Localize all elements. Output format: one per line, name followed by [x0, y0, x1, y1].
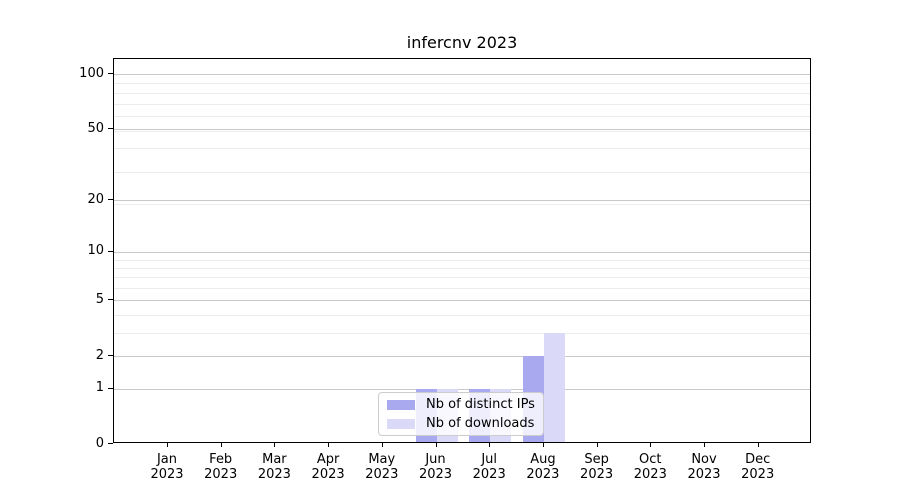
- minor-gridline: [114, 277, 810, 279]
- y-tick-label: 100: [79, 65, 104, 81]
- major-gridline: [114, 356, 810, 357]
- x-tick-year: 2023: [418, 467, 453, 482]
- legend-label-distinct-ips: Nb of distinct IPs: [426, 397, 535, 412]
- x-tick-mark: [220, 443, 222, 447]
- x-tick-month: Mar: [262, 452, 287, 467]
- x-tick-mark: [274, 443, 276, 447]
- x-tick-label: Aug 2023: [511, 452, 575, 482]
- y-tick-mark: [108, 299, 113, 301]
- x-tick-mark: [757, 443, 759, 447]
- x-tick-label: Apr 2023: [296, 452, 360, 482]
- minor-gridline: [114, 148, 810, 150]
- x-tick-year: 2023: [257, 467, 291, 482]
- x-tick-year: 2023: [580, 467, 614, 482]
- legend-swatch-distinct-ips: [387, 399, 415, 410]
- minor-gridline: [114, 92, 810, 94]
- x-tick-mark: [542, 443, 544, 447]
- x-tick-label: Nov 2023: [672, 452, 736, 482]
- minor-gridline: [114, 267, 810, 269]
- major-gridline: [114, 251, 810, 253]
- chart-title: infercnv 2023: [406, 33, 518, 52]
- y-tick-label: 2: [95, 347, 104, 363]
- x-tick-mark: [650, 443, 652, 447]
- minor-gridline: [114, 171, 810, 173]
- legend-label-downloads: Nb of downloads: [426, 416, 535, 431]
- minor-gridline: [114, 315, 810, 316]
- x-tick-mark: [596, 443, 598, 447]
- y-tick-label: 10: [87, 243, 104, 259]
- major-gridline: [114, 388, 810, 390]
- minor-gridline: [114, 259, 810, 261]
- x-tick-year: 2023: [365, 467, 399, 482]
- y-tick-mark: [108, 355, 113, 356]
- x-tick-year: 2023: [633, 467, 667, 482]
- x-tick-label: Dec 2023: [726, 452, 790, 482]
- minor-gridline: [114, 130, 810, 132]
- legend-item-downloads: Nb of downloads: [379, 416, 543, 431]
- x-tick-month: Jun: [425, 452, 446, 467]
- x-tick-year: 2023: [472, 467, 506, 482]
- y-tick-label: 5: [95, 291, 104, 307]
- bar-aug-downloads: [543, 332, 565, 442]
- y-tick-mark: [108, 199, 113, 201]
- x-tick-label: Mar 2023: [242, 452, 306, 482]
- x-tick-month: Nov: [691, 452, 717, 467]
- x-tick-month: Jul: [481, 452, 498, 467]
- x-tick-label: Feb 2023: [189, 452, 253, 482]
- x-tick-mark: [435, 443, 437, 447]
- x-tick-label: Jul 2023: [457, 452, 521, 482]
- minor-gridline: [114, 83, 810, 85]
- x-tick-year: 2023: [687, 467, 721, 482]
- y-tick-mark: [108, 250, 113, 252]
- major-gridline: [114, 74, 810, 76]
- x-tick-label: Oct 2023: [618, 452, 682, 482]
- y-tick-label: 1: [95, 380, 104, 395]
- x-tick-mark: [381, 443, 383, 447]
- x-tick-month: Feb: [209, 452, 233, 467]
- major-gridline: [114, 300, 810, 302]
- x-tick-year: 2023: [204, 467, 238, 482]
- y-tick-mark: [108, 387, 113, 389]
- x-tick-year: 2023: [311, 467, 345, 482]
- x-tick-mark: [489, 443, 491, 447]
- major-gridline: [114, 129, 810, 130]
- legend-item-distinct-ips: Nb of distinct IPs: [379, 397, 543, 412]
- x-tick-mark: [167, 443, 168, 447]
- y-tick-label: 50: [87, 120, 104, 136]
- x-tick-year: 2023: [150, 467, 184, 482]
- y-tick-label: 20: [87, 191, 104, 207]
- x-tick-month: Jan: [156, 452, 178, 467]
- legend: Nb of distinct IPs Nb of downloads: [378, 392, 544, 436]
- y-tick-mark: [108, 128, 113, 129]
- minor-gridline: [114, 115, 810, 117]
- x-tick-label: May 2023: [350, 452, 414, 482]
- x-tick-label: Jun 2023: [404, 452, 468, 482]
- y-tick-mark: [108, 443, 113, 444]
- x-tick-label: Sep 2023: [565, 452, 629, 482]
- minor-gridline: [114, 103, 810, 105]
- major-gridline: [114, 200, 810, 202]
- minor-gridline: [114, 288, 810, 290]
- x-tick-label: Jan 2023: [135, 452, 199, 482]
- y-tick-label: 0: [95, 435, 104, 451]
- minor-gridline: [114, 204, 810, 205]
- legend-swatch-downloads: [387, 418, 415, 429]
- x-tick-month: May: [368, 452, 396, 467]
- x-tick-month: Sep: [584, 452, 609, 467]
- x-tick-month: Aug: [530, 452, 556, 467]
- x-tick-month: Oct: [639, 452, 662, 467]
- x-tick-year: 2023: [526, 467, 560, 482]
- plot-area: [113, 58, 811, 443]
- x-tick-mark: [328, 443, 330, 447]
- x-tick-year: 2023: [741, 467, 775, 482]
- x-tick-month: Apr: [316, 452, 340, 467]
- x-tick-mark: [704, 443, 705, 447]
- x-tick-month: Dec: [745, 452, 771, 467]
- minor-gridline: [114, 332, 810, 334]
- y-tick-mark: [108, 73, 113, 75]
